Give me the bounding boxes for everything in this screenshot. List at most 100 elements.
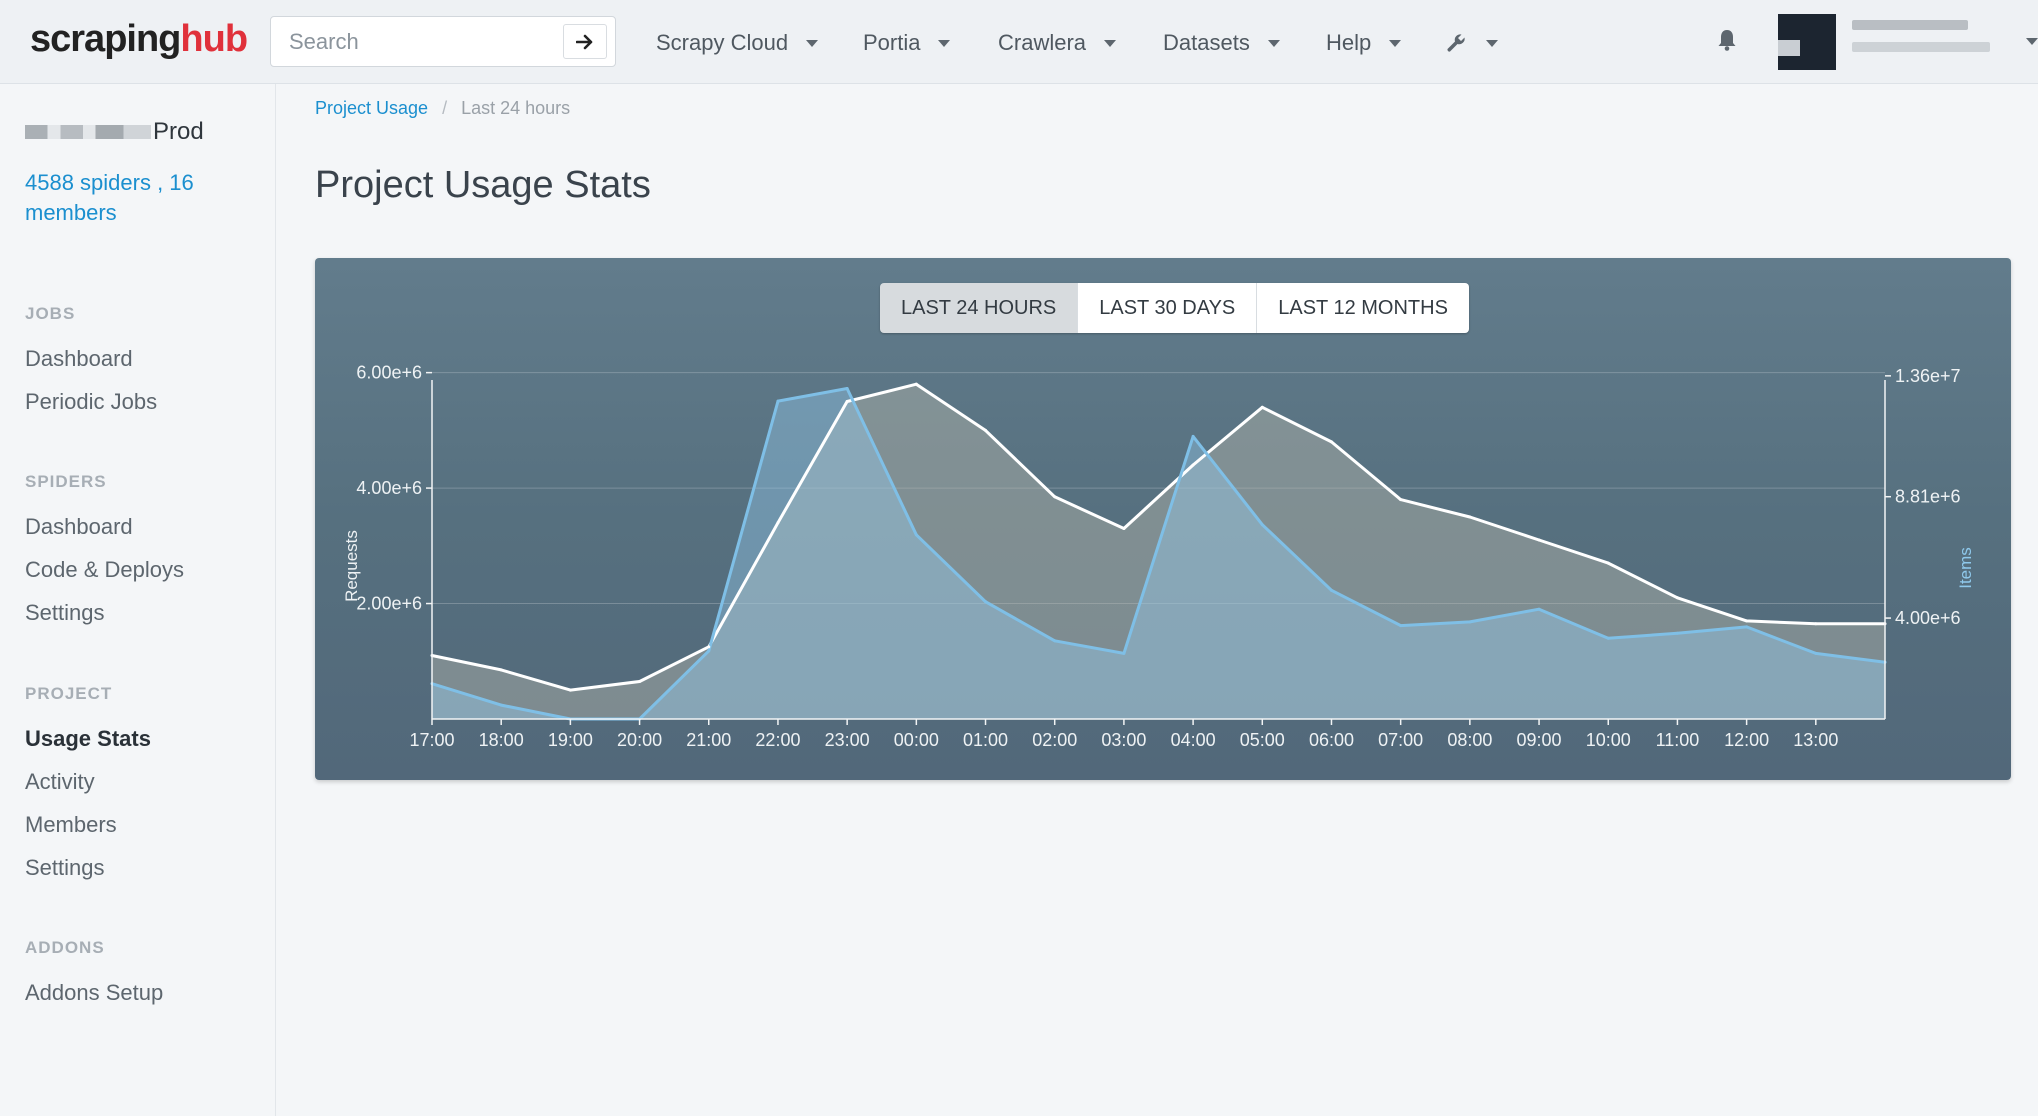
- time-range-selector: LAST 24 HOURS LAST 30 DAYS LAST 12 MONTH…: [880, 283, 1469, 333]
- search-box: [270, 16, 616, 67]
- x-axis-tick-label: 08:00: [1447, 730, 1492, 750]
- sidebar-item-usage-stats[interactable]: Usage Stats: [25, 726, 151, 751]
- x-axis-tick-label: 12:00: [1724, 730, 1769, 750]
- nav-crawlera[interactable]: Crawlera: [998, 26, 1117, 60]
- breadcrumb-project-usage[interactable]: Project Usage: [315, 98, 429, 118]
- x-axis-tick-label: 00:00: [894, 730, 939, 750]
- requests-data-point: [1260, 405, 1264, 409]
- notifications-bell[interactable]: [1714, 28, 1740, 58]
- project-name-redacted: [25, 125, 151, 139]
- sidebar-item-addons-setup[interactable]: Addons Setup: [25, 980, 164, 1005]
- chevron-down-icon: [1389, 39, 1402, 47]
- x-axis-tick-label: 02:00: [1032, 730, 1077, 750]
- project-name-suffix: Prod: [153, 118, 204, 145]
- items-data-point: [845, 386, 849, 390]
- x-axis-tick-label: 09:00: [1517, 730, 1562, 750]
- items-data-point: [1122, 651, 1126, 655]
- requests-data-point: [776, 521, 780, 525]
- requests-data-point: [1329, 440, 1333, 444]
- scrapinghub-logo[interactable]: scrapinghub: [30, 18, 248, 61]
- range-last-30-days-button[interactable]: LAST 30 DAYS: [1078, 283, 1258, 333]
- requests-data-point: [845, 400, 849, 403]
- logo-text-hub: hub: [180, 18, 248, 60]
- x-axis-tick-label: 20:00: [617, 730, 662, 750]
- redacted-bar: [1852, 20, 1968, 30]
- items-data-point: [1675, 631, 1679, 635]
- range-last-24-hours-button[interactable]: LAST 24 HOURS: [880, 283, 1079, 333]
- nav-datasets[interactable]: Datasets: [1163, 26, 1280, 60]
- search-submit-button[interactable]: [563, 24, 607, 59]
- x-axis-tick-label: 18:00: [479, 730, 524, 750]
- sidebar-item-code-deploys[interactable]: Code & Deploys: [25, 557, 184, 582]
- usage-chart: 2.00e+6 4.00e+6 6.00e+6 4.00e+6 8.81e+6 1.36e…: [342, 363, 1975, 750]
- nav-portia[interactable]: Portia: [863, 26, 951, 60]
- items-data-point: [984, 600, 988, 604]
- right-axis-tick-label: 8.81e+6: [1895, 487, 1961, 507]
- range-last-12-months-button[interactable]: LAST 12 MONTHS: [1257, 283, 1469, 333]
- project-meta-link[interactable]: 4588 spiders , 16 members: [25, 170, 194, 225]
- x-axis-tick-label: 21:00: [686, 730, 731, 750]
- nav-help[interactable]: Help: [1326, 26, 1402, 60]
- logo-text-scraping: scraping: [30, 18, 181, 60]
- nav-crawlera-label: Crawlera: [998, 30, 1087, 55]
- page-title: Project Usage Stats: [315, 164, 651, 206]
- sidebar-item-spiders-settings[interactable]: Settings: [25, 600, 105, 625]
- user-name-redacted[interactable]: [1852, 20, 1990, 64]
- usage-chart-panel: LAST 24 HOURS LAST 30 DAYS LAST 12 MONTH…: [315, 258, 2011, 780]
- sidebar: Prod 4588 spiders , 16 members JOBS Dash…: [0, 84, 276, 1116]
- requests-data-point: [1814, 622, 1818, 626]
- items-data-point: [1329, 588, 1333, 592]
- search-input[interactable]: [271, 17, 561, 66]
- sidebar-item-members[interactable]: Members: [25, 812, 117, 837]
- x-axis-tick-label: 03:00: [1101, 730, 1146, 750]
- items-data-point: [1260, 523, 1264, 527]
- section-title-project: PROJECT: [25, 684, 113, 703]
- user-menu-chevron-icon[interactable]: [2026, 38, 2038, 45]
- items-data-point: [1606, 636, 1610, 640]
- requests-data-point: [1399, 498, 1403, 502]
- x-axis-tick-label: 10:00: [1586, 730, 1631, 750]
- requests-data-point: [707, 645, 711, 649]
- items-data-point: [1053, 639, 1057, 643]
- user-avatar[interactable]: [1778, 14, 1836, 70]
- x-axis-tick-label: 19:00: [548, 730, 593, 750]
- chevron-down-icon: [806, 39, 819, 47]
- nav-help-label: Help: [1326, 30, 1372, 55]
- section-title-spiders: SPIDERS: [25, 472, 107, 491]
- nav-scrapy-cloud[interactable]: Scrapy Cloud: [656, 26, 819, 60]
- sidebar-item-periodic-jobs[interactable]: Periodic Jobs: [25, 389, 158, 414]
- redacted-bar: [1852, 42, 1990, 52]
- sidebar-item-activity[interactable]: Activity: [25, 769, 95, 794]
- sidebar-item-project-settings[interactable]: Settings: [25, 855, 105, 880]
- requests-data-point: [1537, 538, 1541, 542]
- nav-tools[interactable]: [1444, 26, 1498, 60]
- items-data-point: [1537, 607, 1541, 611]
- sidebar-item-jobs-dashboard[interactable]: Dashboard: [25, 346, 133, 371]
- right-axis-title: Items: [1956, 547, 1975, 589]
- chevron-down-icon: [1267, 39, 1280, 47]
- project-name: Prod: [25, 118, 204, 146]
- left-axis-tick-label: 2.00e+6: [356, 594, 422, 614]
- nav-datasets-label: Datasets: [1163, 30, 1250, 55]
- items-data-point: [1468, 620, 1472, 624]
- items-data-point: [914, 533, 918, 537]
- sidebar-item-spiders-dashboard[interactable]: Dashboard: [25, 514, 133, 539]
- x-axis-tick-label: 13:00: [1793, 730, 1838, 750]
- requests-data-point: [914, 382, 918, 386]
- requests-line: [431, 382, 1885, 692]
- chevron-down-icon: [938, 39, 951, 47]
- items-area: [432, 388, 1885, 719]
- requests-data-point: [1468, 515, 1472, 519]
- x-axis-tick-label: 11:00: [1656, 730, 1700, 750]
- left-axis-tick-label: 6.00e+6: [356, 363, 422, 383]
- section-title-addons: ADDONS: [25, 938, 105, 957]
- items-data-point: [1745, 625, 1749, 629]
- x-axis-tick-label: 07:00: [1378, 730, 1423, 750]
- requests-area: [432, 384, 1885, 719]
- nav-scrapy-cloud-label: Scrapy Cloud: [656, 30, 789, 55]
- breadcrumb-current: Last 24 hours: [461, 98, 571, 118]
- right-axis-tick-label: 1.36e+7: [1895, 366, 1961, 386]
- requests-data-point: [1745, 619, 1749, 623]
- breadcrumb-separator: /: [442, 98, 448, 118]
- arrow-right-icon: [576, 34, 593, 49]
